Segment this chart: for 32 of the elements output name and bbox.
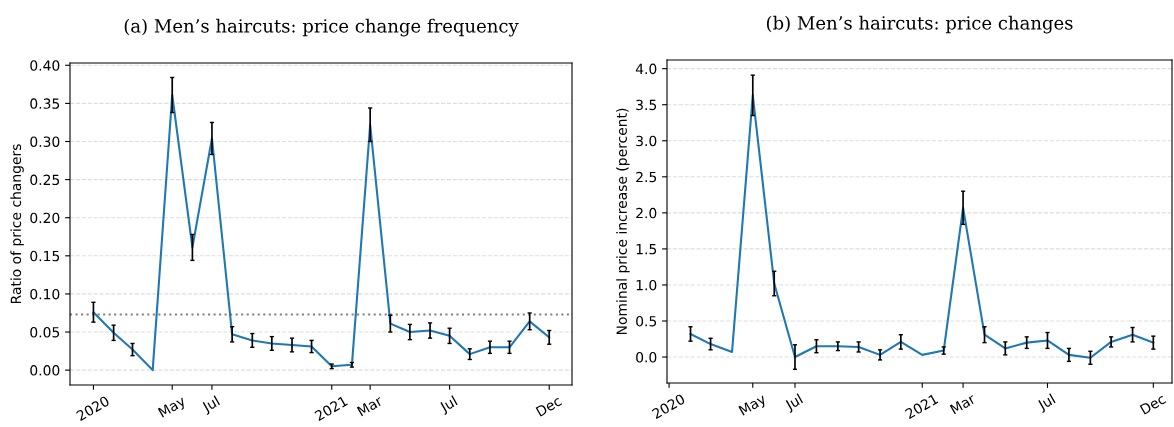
- y-tick-label: 0.05: [30, 327, 60, 338]
- x-tick-label: May: [738, 393, 769, 419]
- x-tick-label: Dec: [1139, 393, 1167, 415]
- y-tick-label: 0.15: [30, 250, 60, 262]
- x-tick-label: May: [157, 395, 188, 421]
- y-axis-title: Ratio of price changers: [10, 144, 24, 304]
- y-tick-label: 0.30: [30, 136, 60, 147]
- x-tick-label: Jul: [438, 395, 460, 416]
- y-tick-label: 0.00: [30, 365, 60, 376]
- y-tick-label: 1.0: [636, 279, 657, 291]
- y-axis-title: Nominal price increase (percent): [616, 108, 630, 335]
- chart-title: (b) Men’s haircuts: price changes: [766, 15, 1073, 34]
- y-tick-label: 4.0: [635, 63, 657, 75]
- chart-title: (a) Men’s haircuts: price change frequency: [124, 18, 519, 37]
- x-tick-label: Jul: [783, 393, 805, 414]
- y-tick-label: 0.40: [30, 60, 60, 71]
- y-tick-label: 3.0: [636, 135, 657, 147]
- y-tick-label: 0.5: [636, 315, 657, 327]
- y-tick-label: 3.5: [636, 99, 657, 111]
- y-tick-label: 1.5: [636, 244, 657, 255]
- x-tick-label: Mar: [356, 395, 384, 417]
- x-tick-label: Dec: [535, 395, 563, 417]
- y-tick-label: 0.25: [30, 174, 60, 186]
- y-tick-label: 0.20: [30, 212, 60, 224]
- x-tick-label: Jul: [1036, 393, 1057, 414]
- y-tick-label: 2.5: [636, 171, 657, 183]
- y-tick-label: 2.0: [636, 207, 657, 219]
- y-tick-label: 0.35: [30, 98, 60, 109]
- x-tick-label: Jul: [200, 395, 222, 416]
- x-tick-label: Mar: [949, 393, 977, 415]
- y-tick-label: 0.10: [30, 288, 60, 300]
- y-tick-label: 0.0: [636, 352, 657, 363]
